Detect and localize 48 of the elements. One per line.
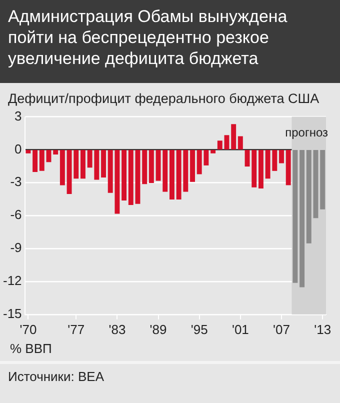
bar [224,135,230,150]
bar [60,150,65,186]
y-tick-label: -9 [10,240,22,256]
y-tick-label: -3 [10,174,22,190]
bar [258,150,264,188]
bar [32,150,38,172]
y-tick-label: 0 [14,141,22,156]
bar [148,150,154,183]
bar [142,150,148,184]
bar [217,140,222,150]
bar [238,136,243,150]
bar [210,150,216,154]
x-tick-label: '13 [314,322,332,337]
bar [306,150,312,244]
bar [286,150,291,186]
x-tick-label: '95 [190,322,208,337]
x-tick-label: '70 [20,322,37,337]
chart-subtitle: Дефицит/профицит федерального бюджета США [7,90,320,106]
x-tick-label: '77 [68,322,85,337]
y-tick-label: 3 [14,108,22,124]
bar [190,150,195,182]
y-tick-label: -15 [2,306,22,321]
band-label: прогноз [285,126,328,140]
bar [300,150,305,288]
bar [122,150,127,201]
bar [39,150,44,171]
bar [279,150,284,164]
bar [101,150,106,178]
chart-title: Администрация Обамы вынуждена пойти на беспрецедентно резкое увеличение дефицита бюджета [0,0,340,83]
x-tick-label: '01 [232,322,249,337]
bar [169,150,174,200]
x-tick-label: '89 [150,322,167,337]
bar [80,150,86,179]
bar [135,150,140,204]
bar [128,150,134,205]
x-axis-title: % ВВП [9,341,53,358]
bar [320,150,326,210]
bar [53,150,58,154]
x-tick-label: '83 [108,322,126,337]
bar [313,150,318,218]
bar [231,124,236,150]
bar [46,150,52,162]
x-tick-label: '07 [273,322,290,337]
y-tick-label: -12 [2,273,22,288]
bar [292,150,298,283]
bar [26,150,31,154]
text: Источники: BEA [8,369,105,384]
y-tick-label: -6 [10,207,22,222]
